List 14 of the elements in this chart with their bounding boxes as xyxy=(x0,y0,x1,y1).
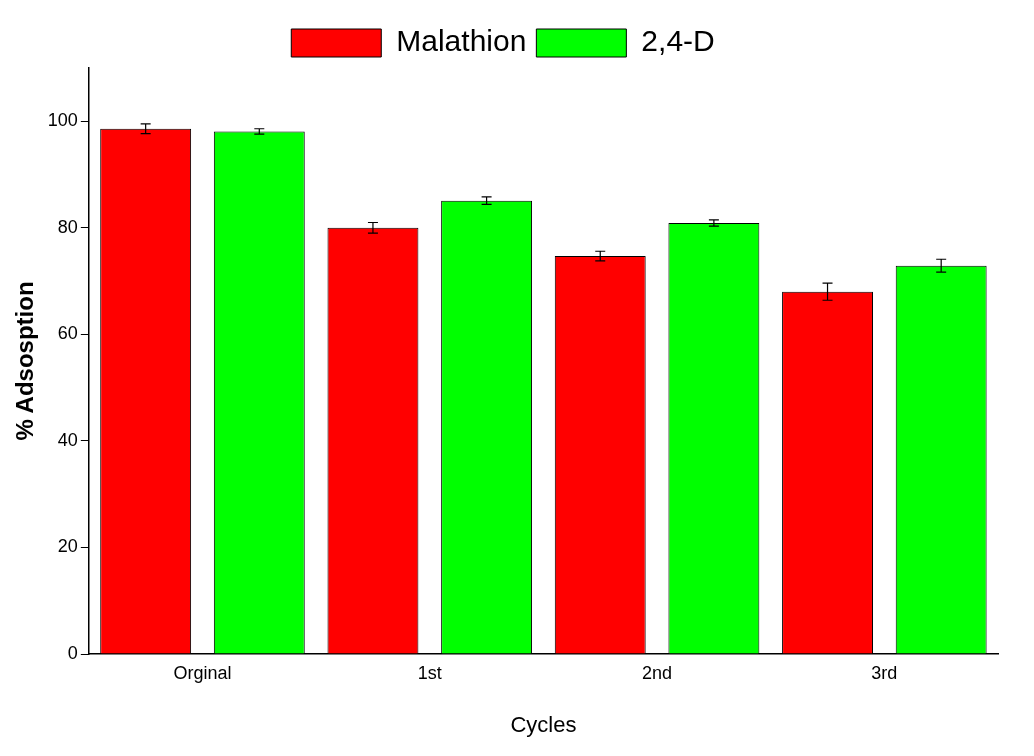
x-tick-label: 2nd xyxy=(642,662,673,683)
y-tick-label: 0 xyxy=(67,642,78,663)
x-axis-title: Cycles xyxy=(510,711,577,737)
x-tick-label: Orginal xyxy=(173,662,232,683)
x-tick-label: 3rd xyxy=(871,662,898,683)
x-tick-label: 1st xyxy=(417,662,442,683)
legend-label: 2,4-D xyxy=(641,24,715,58)
legend-label: Malathion xyxy=(396,24,527,58)
y-tick-label: 100 xyxy=(47,110,78,131)
y-tick-label: 40 xyxy=(57,429,78,450)
y-tick-label: 80 xyxy=(57,216,78,237)
y-tick-label: 60 xyxy=(57,323,78,344)
y-axis-title: % Adsosption xyxy=(11,281,39,441)
y-tick-label: 20 xyxy=(57,536,78,557)
